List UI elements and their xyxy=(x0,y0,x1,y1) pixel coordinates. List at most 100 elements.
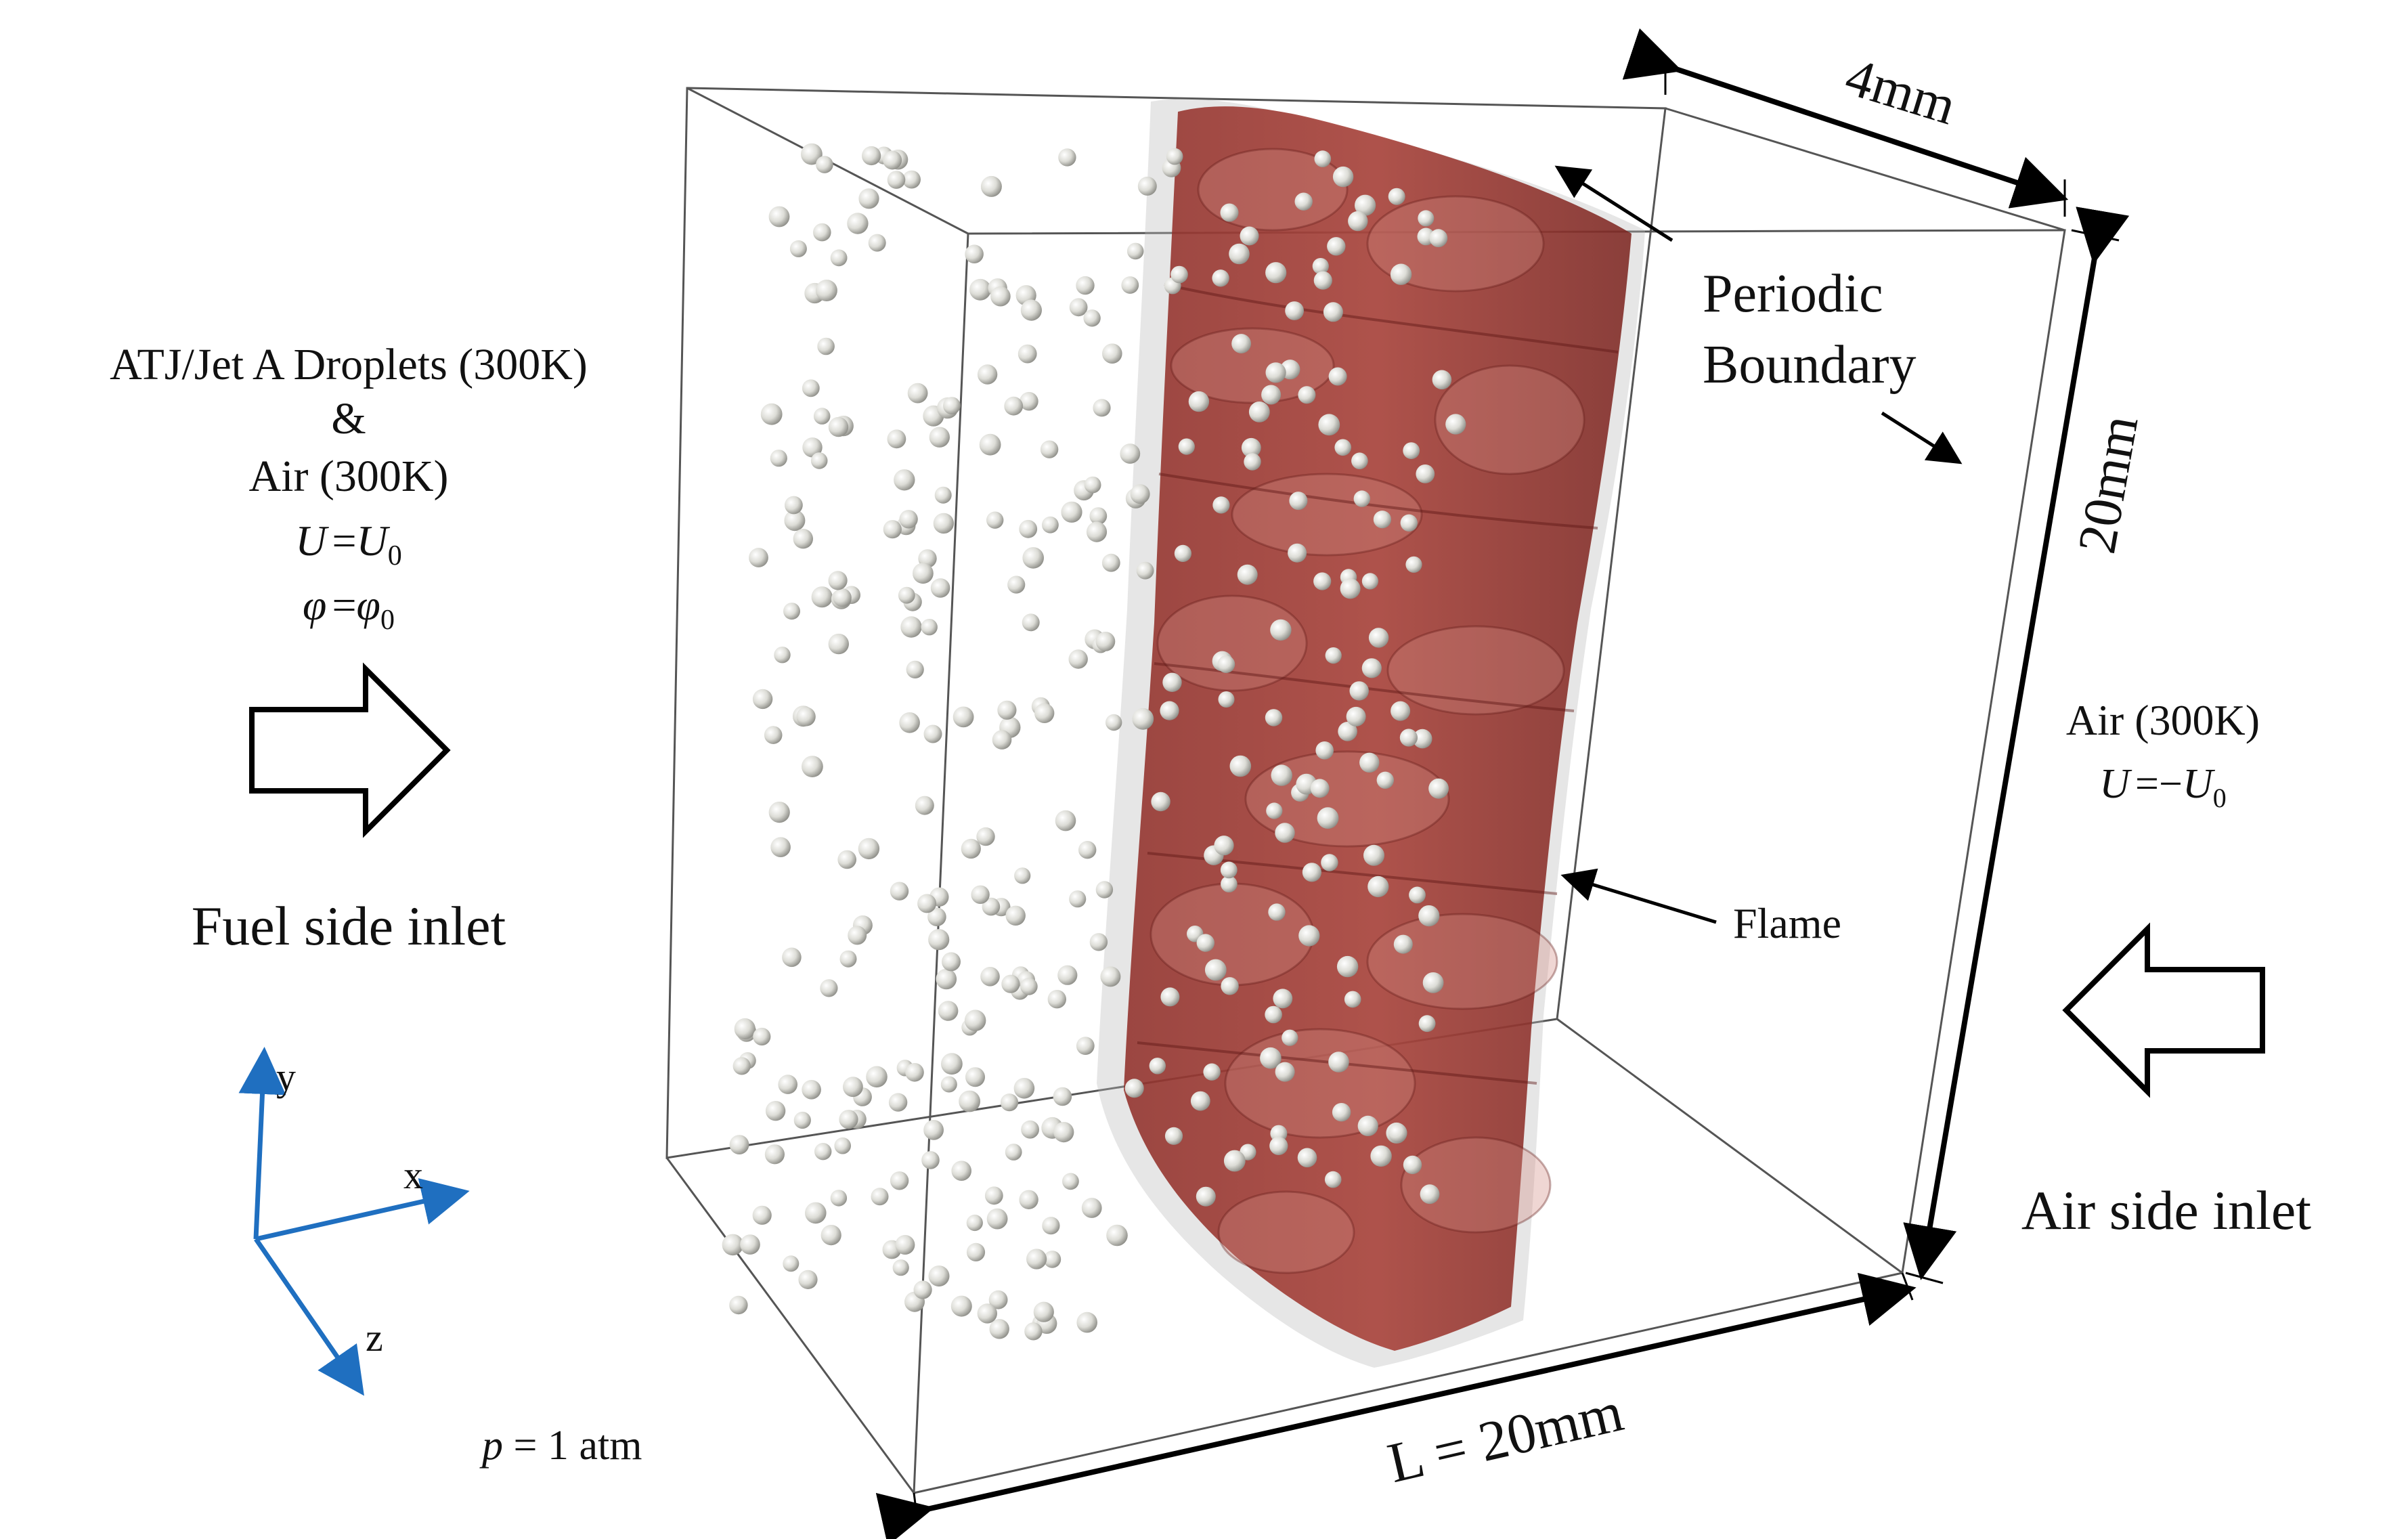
periodic-label-line1: Periodic xyxy=(1703,264,1883,324)
droplet xyxy=(913,1280,932,1299)
droplet xyxy=(1240,226,1259,246)
droplet xyxy=(1445,414,1466,435)
droplet xyxy=(1086,521,1108,542)
droplet xyxy=(1223,1150,1246,1172)
air-inlet-arrow xyxy=(2062,922,2265,1098)
droplet xyxy=(1024,1322,1043,1341)
depth-dimension-arrow xyxy=(1622,28,2069,209)
droplet xyxy=(1260,1047,1282,1069)
air-side-composition-label: Air (300K) xyxy=(2066,696,2260,744)
droplet xyxy=(929,427,950,448)
droplet xyxy=(817,337,835,355)
droplet xyxy=(1078,841,1097,859)
droplet xyxy=(1026,1249,1047,1270)
droplet xyxy=(1089,507,1108,525)
droplet xyxy=(1149,1058,1166,1075)
droplet xyxy=(815,280,837,301)
droplet xyxy=(1106,1224,1128,1247)
droplet xyxy=(927,907,946,926)
droplet xyxy=(1076,1312,1097,1333)
periodic-pointer-arrow-2 xyxy=(1881,411,1963,464)
droplet xyxy=(802,756,823,777)
droplet xyxy=(1298,925,1320,947)
droplet xyxy=(915,796,934,815)
droplet xyxy=(1368,628,1389,648)
fuel-velocity-label: U =U0 xyxy=(295,517,402,571)
fuel-equivalence-label: φ =φ0 xyxy=(303,581,395,636)
droplet xyxy=(930,578,950,598)
droplet xyxy=(923,724,942,743)
droplet xyxy=(969,278,991,301)
droplet xyxy=(768,802,790,823)
droplet xyxy=(778,1075,797,1094)
droplet xyxy=(902,170,921,189)
droplet xyxy=(1318,414,1340,436)
droplet xyxy=(964,1010,986,1031)
droplet xyxy=(1042,516,1059,534)
droplet xyxy=(1100,966,1121,987)
droplet xyxy=(936,968,957,990)
droplet xyxy=(1019,1190,1038,1210)
droplet xyxy=(1033,1301,1054,1322)
droplet xyxy=(1005,905,1026,926)
droplet xyxy=(917,894,937,913)
droplet xyxy=(1348,211,1368,232)
droplet xyxy=(810,452,828,469)
droplet xyxy=(905,1063,924,1082)
droplet xyxy=(1370,1145,1392,1167)
droplet xyxy=(1327,237,1346,256)
droplet xyxy=(977,1303,998,1324)
droplet xyxy=(1418,1015,1436,1033)
droplet xyxy=(959,1090,980,1112)
droplet xyxy=(1351,452,1368,469)
droplet xyxy=(990,286,1011,307)
droplet xyxy=(1076,1037,1095,1055)
droplet xyxy=(1428,778,1449,799)
droplet xyxy=(1332,1103,1351,1122)
droplet xyxy=(802,1080,821,1100)
droplet xyxy=(890,882,909,901)
droplet xyxy=(1313,271,1332,290)
droplet xyxy=(976,827,995,846)
droplet xyxy=(986,511,1004,529)
droplet xyxy=(900,616,922,638)
droplet xyxy=(729,1295,748,1315)
droplet xyxy=(1053,1122,1074,1143)
droplet xyxy=(1346,706,1366,727)
flame-surface xyxy=(1097,99,1645,1368)
droplet xyxy=(1231,334,1251,353)
droplet xyxy=(828,571,848,590)
droplet xyxy=(1130,484,1150,504)
droplet xyxy=(921,619,938,636)
droplet xyxy=(1376,771,1394,789)
droplet xyxy=(989,1319,1009,1339)
droplet xyxy=(997,700,1017,720)
droplet xyxy=(1004,396,1024,416)
droplet xyxy=(1355,194,1376,216)
droplet xyxy=(1005,1144,1022,1161)
droplet xyxy=(1285,301,1304,320)
droplet xyxy=(913,563,934,584)
droplet xyxy=(1244,453,1261,471)
droplet xyxy=(830,249,848,267)
droplet xyxy=(1220,203,1239,222)
droplet xyxy=(980,967,1000,987)
droplet xyxy=(1164,1127,1183,1145)
droplet xyxy=(928,929,950,951)
droplet xyxy=(833,588,852,607)
droplet xyxy=(965,244,984,264)
droplet xyxy=(1055,810,1076,831)
droplet xyxy=(980,175,1002,197)
droplet xyxy=(1061,501,1082,523)
droplet xyxy=(942,952,961,972)
droplet xyxy=(1089,933,1108,951)
droplet xyxy=(1151,792,1170,812)
droplet xyxy=(770,450,787,467)
droplet xyxy=(1418,210,1435,227)
droplet xyxy=(1057,965,1078,985)
droplet xyxy=(1174,544,1191,563)
droplet xyxy=(1420,1184,1440,1205)
droplet xyxy=(774,647,791,664)
droplet xyxy=(1196,934,1215,952)
droplet xyxy=(1340,578,1361,599)
